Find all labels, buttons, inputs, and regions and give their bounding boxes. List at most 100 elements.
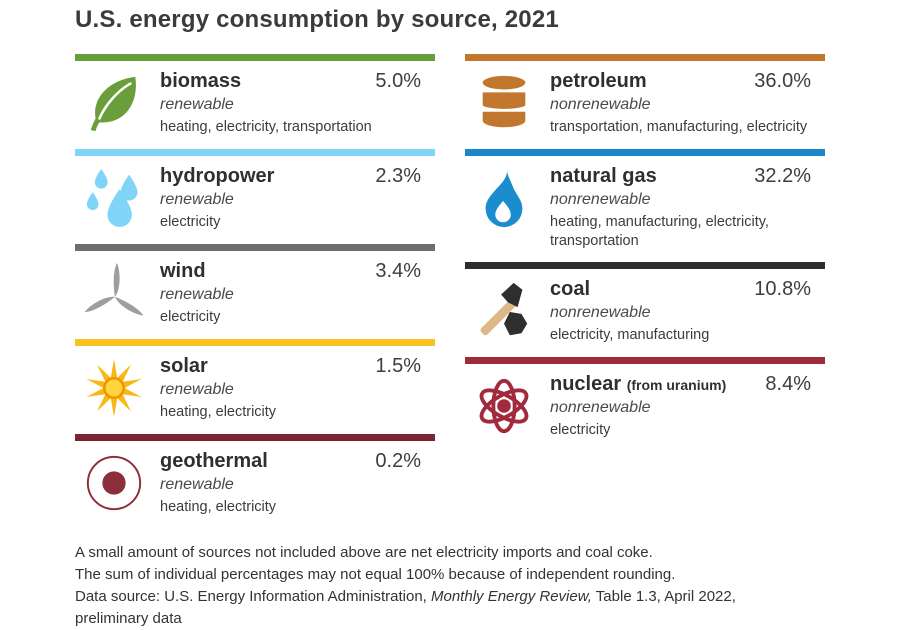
source-percentage: 8.4% xyxy=(765,372,811,395)
source-name-note: (from uranium) xyxy=(626,376,727,393)
source-card-content: solar 1.5% renewable heating, electricity xyxy=(75,346,435,434)
source-card-content: coal 10.8% nonrenewable electricity, manufa… xyxy=(465,269,825,357)
source-percentage: 0.2% xyxy=(375,450,421,472)
source-category: nonrenewable xyxy=(550,96,651,113)
source-text-block: hydropower 2.3% renewable electricity xyxy=(160,165,421,233)
source-card-biomass: biomass 5.0% renewable heating, electricity… xyxy=(75,54,435,149)
source-name: wind xyxy=(160,260,206,282)
source-card-natural-gas: natural gas 32.2% nonrenewable heating, man… xyxy=(465,149,825,262)
source-category: nonrenewable xyxy=(550,303,651,321)
source-title-row: petroleum 36.0% xyxy=(550,70,811,93)
category-color-bar xyxy=(75,244,435,251)
source-uses: transportation, manufacturing, electrici… xyxy=(550,119,808,135)
wind-turbine-icon xyxy=(83,260,160,328)
source-text-block: natural gas 32.2% nonrenewable heating, man… xyxy=(550,165,811,251)
category-color-bar xyxy=(75,54,435,61)
source-card-content: geothermal 0.2% renewable heating, electric… xyxy=(75,441,435,529)
water-drops-icon xyxy=(83,165,160,233)
source-text-block: petroleum 36.0% nonrenewable transportation… xyxy=(550,70,811,138)
pickaxe-coal-icon xyxy=(473,278,550,346)
renewables-column: biomass 5.0% renewable heating, electricity… xyxy=(75,54,435,529)
category-color-bar xyxy=(465,261,825,269)
data-source-suffix: Table 1.3, April 2022, xyxy=(591,588,736,605)
source-uses: electricity xyxy=(160,309,221,325)
source-category: renewable xyxy=(160,96,234,113)
geothermal-icon xyxy=(83,450,160,518)
page-title: U.S. energy consumption by source, 2021 xyxy=(75,6,559,33)
source-percentage: 5.0% xyxy=(375,70,421,92)
source-card-content: wind 3.4% renewable electricity xyxy=(75,251,435,339)
source-name: coal xyxy=(550,277,591,300)
category-color-bar xyxy=(75,149,435,156)
data-source-line2: preliminary data xyxy=(75,610,182,627)
source-text-block: geothermal 0.2% renewable heating, electric… xyxy=(160,450,421,518)
source-name: hydropower xyxy=(160,165,275,187)
source-uses: electricity xyxy=(160,214,221,230)
source-card-wind: wind 3.4% renewable electricity xyxy=(75,244,435,339)
source-percentage: 3.4% xyxy=(375,260,421,282)
source-name: natural gas xyxy=(550,165,657,187)
category-color-bar xyxy=(465,54,825,61)
category-color-bar xyxy=(465,149,825,156)
source-uses: electricity, manufacturing xyxy=(550,326,710,343)
nonrenewables-column: petroleum 36.0% nonrenewable transportation… xyxy=(465,54,825,452)
source-category: nonrenewable xyxy=(550,191,651,208)
category-color-bar xyxy=(75,434,435,441)
data-source-line: Data source: U.S. Energy Information Adm… xyxy=(75,586,825,608)
source-percentage: 36.0% xyxy=(754,70,811,92)
source-text-block: biomass 5.0% renewable heating, electricity… xyxy=(160,70,421,138)
source-title-row: natural gas 32.2% xyxy=(550,165,811,188)
leaf-icon xyxy=(83,70,160,138)
source-card-content: hydropower 2.3% renewable electricity xyxy=(75,156,435,244)
source-columns: biomass 5.0% renewable heating, electricity… xyxy=(75,54,825,529)
source-percentage: 2.3% xyxy=(375,165,421,187)
sun-icon xyxy=(83,355,160,423)
source-card-content: biomass 5.0% renewable heating, electricity… xyxy=(75,61,435,149)
source-title-row: wind 3.4% xyxy=(160,260,421,283)
source-name: geothermal xyxy=(160,450,268,472)
source-uses: electricity xyxy=(550,421,611,438)
source-title-row: coal 10.8% xyxy=(550,278,811,301)
source-card-geothermal: geothermal 0.2% renewable heating, electric… xyxy=(75,434,435,529)
source-card-hydropower: hydropower 2.3% renewable electricity xyxy=(75,149,435,244)
source-uses: heating, electricity xyxy=(160,404,277,420)
source-category: renewable xyxy=(160,476,234,493)
source-card-content: petroleum 36.0% nonrenewable transportation… xyxy=(465,61,825,149)
source-percentage: 10.8% xyxy=(754,277,811,300)
source-title-row: hydropower 2.3% xyxy=(160,165,421,188)
source-uses: heating, electricity xyxy=(160,499,277,515)
atom-icon xyxy=(473,373,550,441)
source-category: renewable xyxy=(160,381,234,398)
source-card-content: natural gas 32.2% nonrenewable heating, man… xyxy=(465,156,825,262)
source-card-content: nuclear (from uranium) 8.4% nonrenewable el… xyxy=(465,364,825,452)
footnote-rounding: The sum of individual percentages may no… xyxy=(75,566,676,583)
source-uses: heating, manufacturing, electricity, tra… xyxy=(550,214,769,249)
source-title-row: geothermal 0.2% xyxy=(160,450,421,473)
source-uses: heating, electricity, transportation xyxy=(160,119,372,135)
source-name: solar xyxy=(160,355,208,377)
category-color-bar xyxy=(465,356,825,364)
footnotes: A small amount of sources not included a… xyxy=(75,542,825,630)
footnote-exclusions: A small amount of sources not included a… xyxy=(75,544,653,561)
source-card-solar: solar 1.5% renewable heating, electricity xyxy=(75,339,435,434)
source-card-petroleum: petroleum 36.0% nonrenewable transportation… xyxy=(465,54,825,149)
source-card-coal: coal 10.8% nonrenewable electricity, manufa… xyxy=(465,261,825,357)
category-color-bar xyxy=(75,339,435,346)
source-percentage: 1.5% xyxy=(375,355,421,377)
source-text-block: nuclear (from uranium) 8.4% nonrenewable el… xyxy=(550,373,811,441)
source-title-row: biomass 5.0% xyxy=(160,70,421,93)
source-title-row: nuclear (from uranium) 8.4% xyxy=(550,373,811,396)
flame-icon xyxy=(473,165,550,251)
oil-barrel-icon xyxy=(473,70,550,138)
source-category: renewable xyxy=(160,286,234,303)
source-name: biomass xyxy=(160,70,242,92)
data-source-publication: Monthly Energy Review, xyxy=(431,588,592,605)
source-text-block: wind 3.4% renewable electricity xyxy=(160,260,421,328)
source-category: nonrenewable xyxy=(550,398,651,416)
data-source-prefix: Data source: U.S. Energy Information Adm… xyxy=(75,588,431,605)
source-text-block: solar 1.5% renewable heating, electricity xyxy=(160,355,421,423)
source-percentage: 32.2% xyxy=(754,165,811,187)
source-card-nuclear: nuclear (from uranium) 8.4% nonrenewable el… xyxy=(465,356,825,452)
source-title-row: solar 1.5% xyxy=(160,355,421,378)
